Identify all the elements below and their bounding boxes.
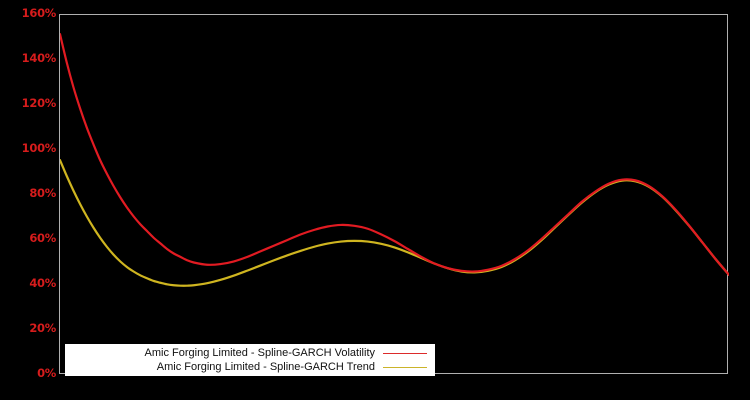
y-axis: 0% 20% 40% 60% 80% 100% 120% 140% 160%: [0, 0, 57, 400]
legend-entry-trend: Amic Forging Limited - Spline-GARCH Tren…: [65, 360, 435, 374]
y-axis-tick-label: 80%: [29, 186, 56, 200]
series-line-volatility: [60, 33, 729, 276]
y-axis-tick-label: 140%: [21, 51, 57, 65]
legend-swatch-trend: [383, 366, 427, 368]
chart-legend: Amic Forging Limited - Spline-GARCH Vola…: [65, 344, 435, 376]
y-axis-tick-label: 60%: [29, 231, 56, 245]
y-axis-tick-label: 120%: [21, 96, 57, 110]
y-axis-tick-label: 0%: [37, 366, 56, 380]
legend-entry-volatility: Amic Forging Limited - Spline-GARCH Vola…: [65, 346, 435, 360]
plot-canvas: [60, 33, 729, 287]
legend-label-trend: Amic Forging Limited - Spline-GARCH Tren…: [156, 361, 375, 373]
legend-label-volatility: Amic Forging Limited - Spline-GARCH Vola…: [144, 347, 375, 359]
plot-area: [59, 14, 729, 374]
legend-swatch-volatility: [383, 352, 427, 354]
y-axis-tick-label: 40%: [29, 276, 56, 290]
y-axis-tick-label: 160%: [21, 6, 57, 20]
y-axis-tick-label: 20%: [29, 321, 56, 335]
y-axis-tick-label: 100%: [21, 141, 57, 155]
